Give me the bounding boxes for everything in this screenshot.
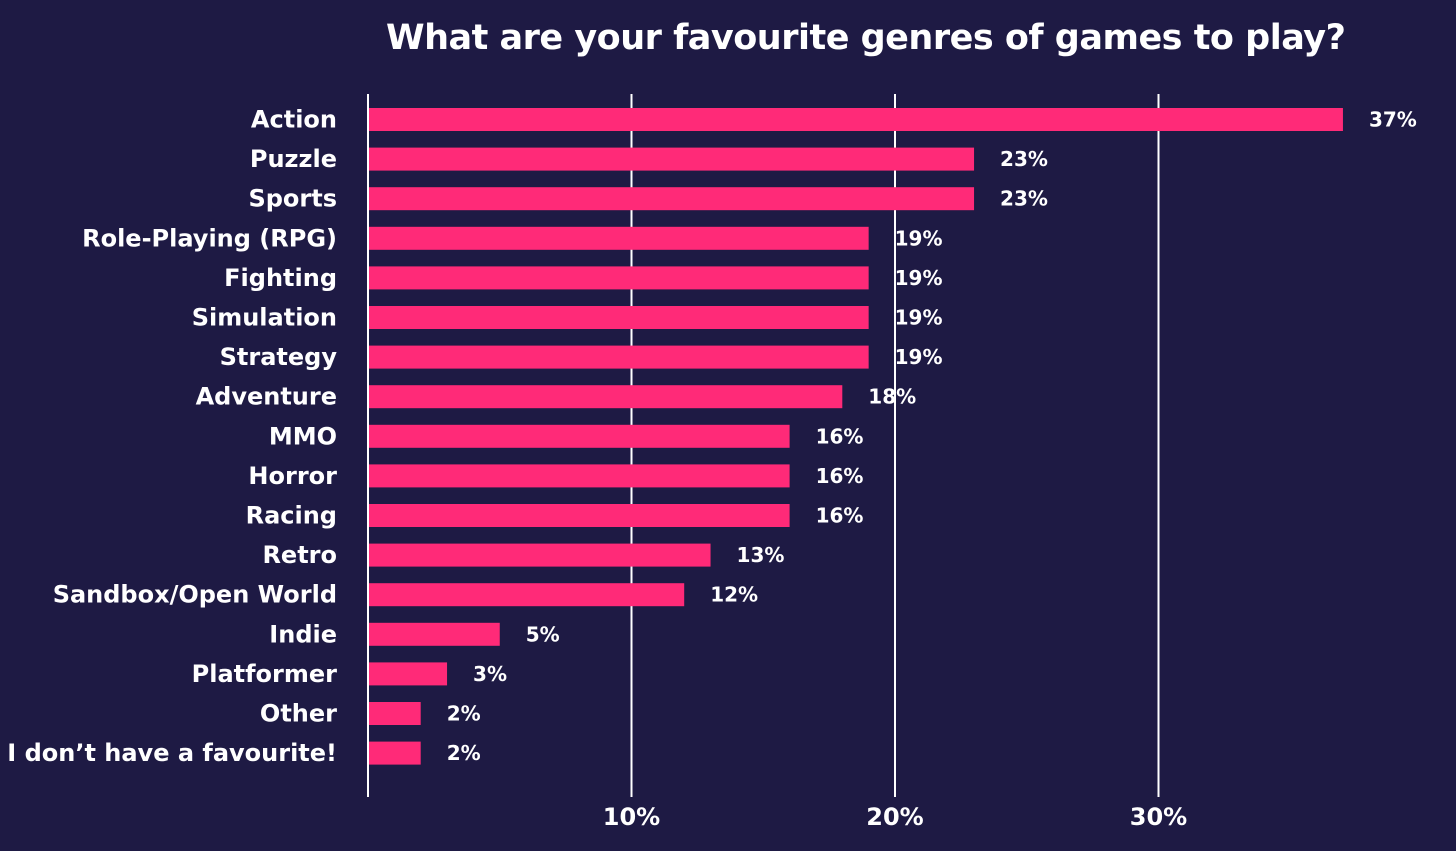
value-label: 2% — [447, 741, 481, 765]
bar — [368, 385, 843, 409]
category-label: Indie — [269, 620, 337, 648]
bar — [368, 187, 975, 211]
value-label: 19% — [895, 345, 943, 369]
value-label: 13% — [737, 543, 785, 567]
bar — [368, 583, 685, 607]
value-label: 16% — [816, 464, 864, 488]
category-label: Puzzle — [250, 145, 337, 173]
value-label: 16% — [816, 504, 864, 528]
x-tick-label: 30% — [1130, 803, 1187, 831]
bar — [368, 741, 421, 765]
bar — [368, 543, 711, 567]
category-label: Retro — [262, 541, 337, 569]
category-label: MMO — [269, 422, 337, 450]
chart-title: What are your favourite genres of games … — [386, 18, 1346, 58]
value-label: 23% — [1000, 147, 1048, 171]
category-label: Strategy — [220, 343, 338, 371]
value-label: 12% — [710, 583, 758, 607]
bar — [368, 345, 869, 369]
value-label: 5% — [526, 622, 560, 646]
bar — [368, 266, 869, 290]
value-label: 19% — [895, 226, 943, 250]
value-label: 19% — [895, 306, 943, 330]
category-label: Fighting — [224, 264, 337, 292]
value-label: 37% — [1369, 108, 1417, 132]
category-label: Role-Playing (RPG) — [82, 224, 337, 252]
x-tick-label: 10% — [603, 803, 660, 831]
bar — [368, 108, 1343, 131]
bar — [368, 306, 869, 329]
bar — [368, 702, 421, 725]
category-label: I don’t have a favourite! — [7, 739, 337, 767]
category-label: Racing — [246, 502, 337, 530]
x-tick-label: 20% — [866, 803, 923, 831]
category-label: Action — [251, 106, 337, 134]
category-label: Sports — [248, 185, 337, 213]
category-label: Sandbox/Open World — [53, 581, 337, 609]
bar — [368, 424, 790, 448]
category-label: Horror — [248, 462, 337, 490]
bar — [368, 464, 790, 488]
bar — [368, 226, 869, 250]
bar — [368, 147, 975, 171]
value-label: 18% — [868, 385, 916, 409]
value-label: 3% — [473, 662, 507, 686]
value-label: 2% — [447, 702, 481, 726]
category-label: Adventure — [196, 383, 337, 411]
value-label: 16% — [816, 424, 864, 448]
bar — [368, 662, 448, 686]
category-label: Platformer — [192, 660, 338, 688]
value-label: 19% — [895, 266, 943, 290]
bar — [368, 504, 790, 527]
category-label: Simulation — [192, 304, 337, 332]
value-label: 23% — [1000, 187, 1048, 211]
category-label: Other — [260, 700, 337, 728]
bar — [368, 622, 500, 646]
